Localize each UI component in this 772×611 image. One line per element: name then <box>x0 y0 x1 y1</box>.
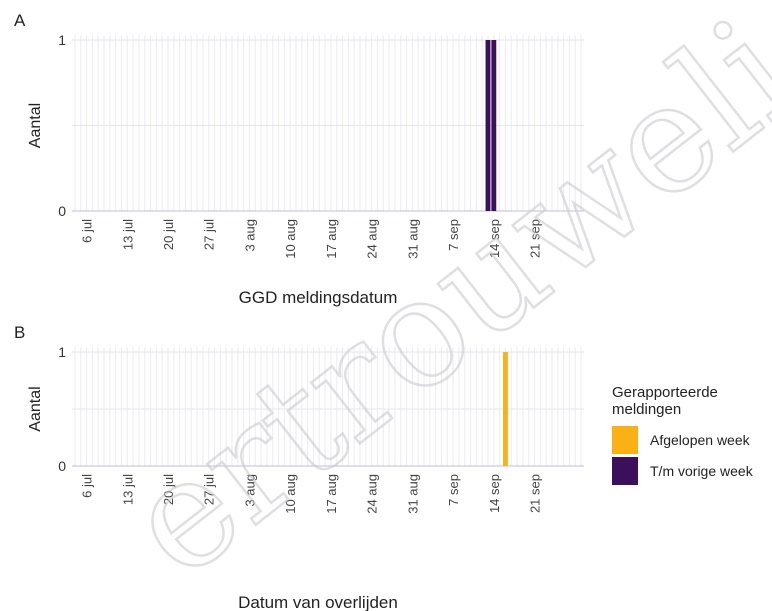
y-tick-label: 0 <box>58 458 66 474</box>
x-tick-label: 10 aug <box>283 474 298 514</box>
x-tick-label: 20 jul <box>161 219 176 250</box>
x-tick-label: 3 aug <box>242 474 257 507</box>
panel-label: A <box>14 11 26 30</box>
bar <box>491 40 497 211</box>
x-tick-label: 13 jul <box>120 219 135 250</box>
legend-item-afgelopen-week: Afgelopen week <box>612 424 770 455</box>
x-tick-label: 6 jul <box>80 474 95 498</box>
x-tick-label: 31 aug <box>405 219 420 259</box>
legend-item-tm-vorige-week: T/m vorige week <box>612 455 770 486</box>
x-tick-label: 20 jul <box>161 474 176 505</box>
x-tick-label: 27 jul <box>202 219 217 250</box>
x-tick-label: 21 sep <box>528 474 543 513</box>
x-tick-label: 17 aug <box>324 219 339 259</box>
y-axis-title: Aantal <box>27 386 44 431</box>
x-axis-title: Datum van overlijden <box>238 593 398 611</box>
y-tick-label: 0 <box>58 203 66 219</box>
legend: Gerapporteerde meldingen Afgelopen week … <box>612 384 770 486</box>
chart-panel-b: 0 1 6 jul 13 jul 20 jul 27 jul 3 aug 10 aug 17 a… <box>14 323 584 611</box>
x-tick-label: 3 aug <box>242 219 257 252</box>
x-axis-title: GGD meldingsdatum <box>239 288 398 307</box>
legend-key-tm-vorige-week <box>612 456 638 485</box>
legend-title: Gerapporteerde meldingen <box>612 384 718 418</box>
x-tick-label: 27 jul <box>202 474 217 505</box>
legend-label-afgelopen-week: Afgelopen week <box>650 431 750 448</box>
legend-key-afgelopen-week <box>612 425 638 454</box>
y-axis-title: Aantal <box>27 103 44 148</box>
chart-panel-a: 0 1 6 jul 13 jul 20 jul 27 jul 3 aug 10 aug 17 a… <box>14 11 584 307</box>
x-tick-label: 21 sep <box>528 219 543 258</box>
x-tick-label: 24 aug <box>365 219 380 259</box>
x-tick-label: 14 sep <box>487 219 502 258</box>
y-tick-label: 1 <box>58 344 66 360</box>
x-tick-label: 13 jul <box>120 474 135 505</box>
x-tick-label: 6 jul <box>80 219 95 243</box>
bar <box>503 352 508 466</box>
y-tick-label: 1 <box>58 32 66 48</box>
x-tick-label: 17 aug <box>324 474 339 514</box>
x-tick-label: 7 sep <box>446 219 461 251</box>
x-tick-label: 24 aug <box>365 474 380 514</box>
panel-label: B <box>14 323 25 342</box>
x-tick-label: 7 sep <box>446 474 461 506</box>
x-tick-label: 10 aug <box>283 219 298 259</box>
x-tick-label: 31 aug <box>405 474 420 514</box>
x-tick-label: 14 sep <box>487 474 502 513</box>
legend-label-tm-vorige-week: T/m vorige week <box>650 462 753 479</box>
bar <box>485 40 491 211</box>
